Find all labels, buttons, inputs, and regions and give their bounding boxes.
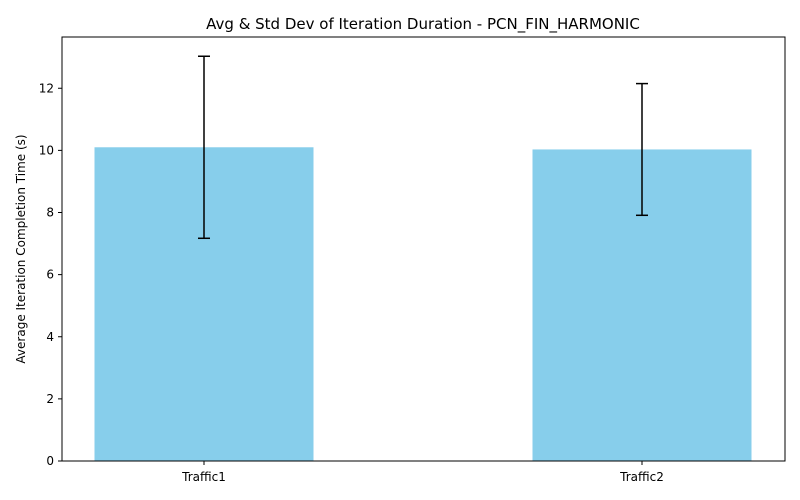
y-tick-label: 4 [46,330,54,344]
y-axis-label: Average Iteration Completion Time (s) [14,134,28,363]
y-tick-label: 0 [46,454,54,468]
chart-title: Avg & Std Dev of Iteration Duration - PC… [206,15,640,34]
plot-frame [61,36,786,462]
y-tick-label: 12 [39,81,54,95]
x-tick-label: Traffic1 [181,470,226,484]
y-tick-label: 10 [39,143,54,157]
plot-area: 0 2 4 6 8 10 12 Traffic1 Traffic2 [39,55,752,484]
x-tick-label: Traffic2 [619,470,664,484]
y-tick-label: 6 [46,268,54,282]
y-tick-label: 8 [46,206,54,220]
y-tick-label: 2 [46,392,54,406]
